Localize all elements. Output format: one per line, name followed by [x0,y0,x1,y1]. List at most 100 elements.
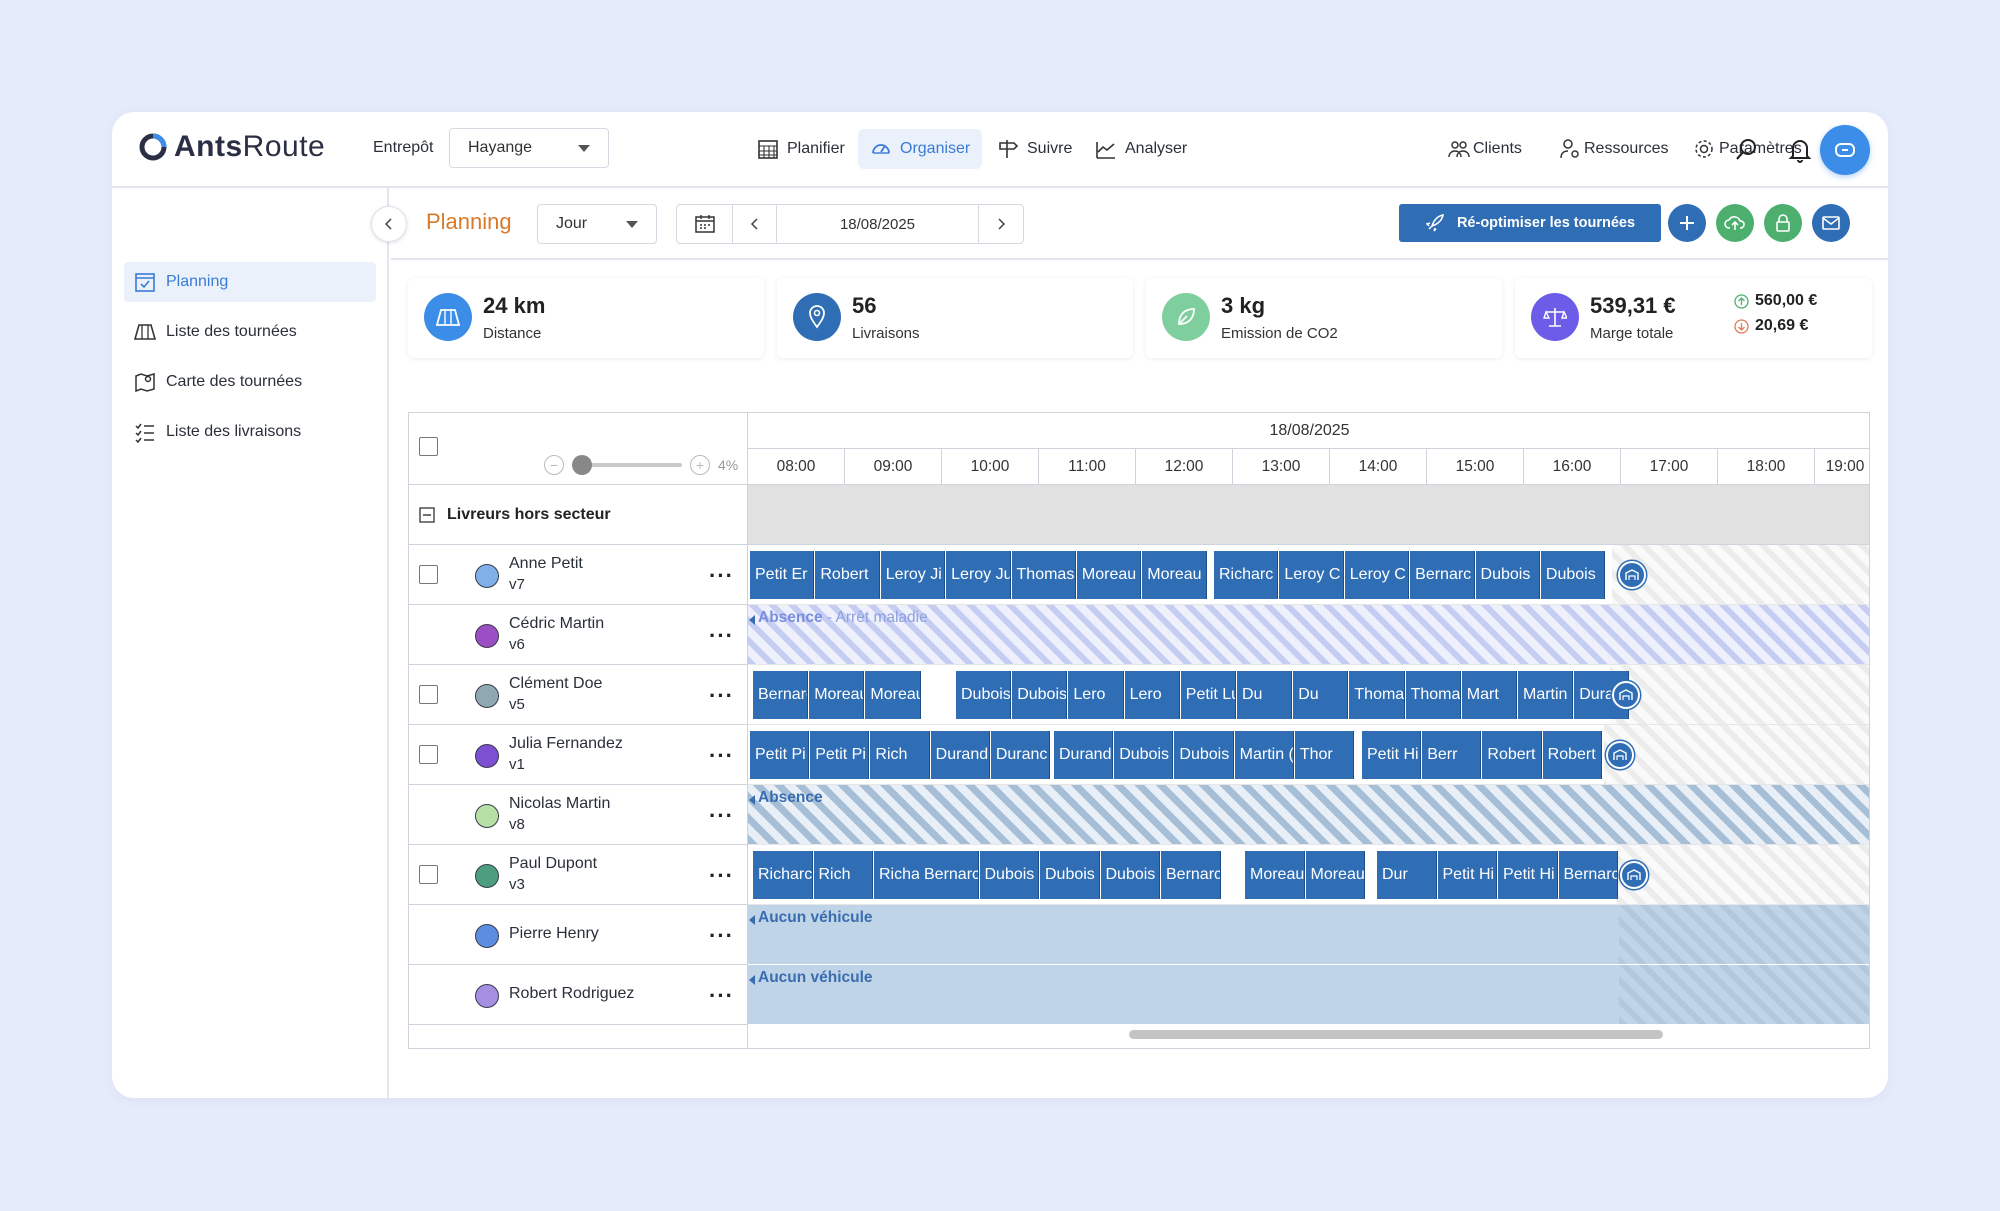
nav-organiser[interactable]: Organiser [858,129,983,169]
delivery-stop[interactable]: Durand [1054,731,1114,779]
driver-row[interactable]: Cédric Martin v6 ··· [409,605,748,665]
reoptimize-button[interactable]: Ré-optimiser les tournées [1399,204,1661,242]
more-options-button[interactable]: ··· [709,983,734,1008]
more-options-button[interactable]: ··· [709,563,734,588]
delivery-stop[interactable]: Petit Lu [1180,671,1236,719]
delivery-stop[interactable]: Leroy Ju [946,551,1011,599]
depot-return-icon[interactable] [1606,741,1634,769]
delivery-stop[interactable]: Bernarc [1410,551,1475,599]
driver-row[interactable]: Paul Dupont v3 ··· [409,845,748,905]
delivery-stop[interactable]: Richarc [1214,551,1279,599]
delivery-stop[interactable]: Dur [1377,851,1437,899]
collapse-group-icon[interactable] [419,506,435,523]
delivery-stop[interactable]: Robert [815,551,880,599]
nav-parametres[interactable]: Paramètres [1681,129,1814,169]
delivery-stop[interactable]: Dubois [956,671,1012,719]
view-select[interactable]: Jour [537,204,657,244]
add-button[interactable] [1668,204,1706,242]
nav-suivre[interactable]: Suivre [985,129,1084,169]
delivery-stop[interactable]: Moreau [865,671,921,719]
collapse-sidebar-button[interactable] [371,206,407,242]
zoom-slider-handle[interactable] [572,455,592,475]
search-icon[interactable] [1733,136,1761,164]
zoom-slider[interactable] [572,455,682,475]
delivery-stop[interactable]: Dubois [1174,731,1234,779]
nav-analyser[interactable]: Analyser [1083,129,1199,169]
delivery-stop[interactable]: Duranc [990,731,1051,779]
delivery-stop[interactable]: Dubois [1475,551,1540,599]
delivery-stop[interactable]: Du [1293,671,1349,719]
sidebar-item-liste-livraisons[interactable]: Liste des livraisons [124,412,376,452]
delivery-stop[interactable]: Martin ( [1234,731,1294,779]
delivery-stop[interactable]: Petit Hi [1362,731,1422,779]
driver-checkbox[interactable] [419,685,438,704]
delivery-stop[interactable]: Leroy Ji [880,551,946,599]
delivery-stop[interactable]: Bernarc [919,851,979,899]
nav-planifier[interactable]: Planifier [745,129,857,169]
depot-return-icon[interactable] [1618,561,1646,589]
select-all-checkbox[interactable] [419,437,438,456]
driver-row[interactable]: Anne Petit v7 ··· [409,545,748,605]
delivery-stop[interactable]: Bernarc [753,671,809,719]
calendar-button[interactable] [677,205,733,243]
delivery-stop[interactable]: Bernarc [1161,851,1221,899]
date-value[interactable]: 18/08/2025 [777,205,979,243]
delivery-stop[interactable]: Thomas [1349,671,1405,719]
delivery-stop[interactable]: Petit Pi [750,731,810,779]
more-options-button[interactable]: ··· [709,863,734,888]
group-row[interactable]: Livreurs hors secteur [409,485,748,545]
delivery-stop[interactable]: Rich [870,731,930,779]
warehouse-select[interactable]: Hayange [449,128,609,168]
delivery-stop[interactable]: Bernarc [1558,851,1618,899]
delivery-stop[interactable]: Moreau [1245,851,1305,899]
more-options-button[interactable]: ··· [709,923,734,948]
upload-button[interactable] [1716,204,1754,242]
delivery-stop[interactable]: Mart [1461,671,1517,719]
delivery-stop[interactable]: Martin J [1518,671,1574,719]
delivery-stop[interactable]: Leroy C [1279,551,1344,599]
delivery-stop[interactable]: Moreau [809,671,865,719]
email-button[interactable] [1812,204,1850,242]
lock-button[interactable] [1764,204,1802,242]
driver-checkbox[interactable] [419,565,438,584]
delivery-stop[interactable]: Dubois [979,851,1039,899]
driver-checkbox[interactable] [419,865,438,884]
delivery-stop[interactable]: Rich [813,851,873,899]
logo[interactable]: AntsRoute [138,130,325,164]
user-avatar[interactable] [1820,125,1870,175]
delivery-stop[interactable]: Robert [1542,731,1602,779]
delivery-stop[interactable]: Moreau [1305,851,1365,899]
sidebar-item-liste-tournees[interactable]: Liste des tournées [124,312,376,352]
more-options-button[interactable]: ··· [709,683,734,708]
delivery-stop[interactable]: Du [1237,671,1293,719]
nav-ressources[interactable]: Ressources [1547,129,1680,169]
delivery-stop[interactable]: Richarc [753,851,813,899]
driver-row[interactable]: Julia Fernandez v1 ··· [409,725,748,785]
delivery-stop[interactable]: Durand [930,731,990,779]
driver-row[interactable]: Robert Rodriguez ··· [409,965,748,1025]
delivery-stop[interactable]: Berr [1422,731,1482,779]
zoom-out-button[interactable]: − [544,455,564,475]
bell-icon[interactable] [1786,136,1814,164]
delivery-stop[interactable]: Petit Hi [1437,851,1497,899]
delivery-stop[interactable]: Petit Er [750,551,815,599]
delivery-stop[interactable]: Dubois [1100,851,1160,899]
delivery-stop[interactable]: Leroy C [1344,551,1410,599]
sidebar-item-planning[interactable]: Planning [124,262,376,302]
zoom-in-button[interactable]: + [690,455,710,475]
delivery-stop[interactable]: Moreau [1076,551,1142,599]
delivery-stop[interactable]: Dubois [1040,851,1100,899]
delivery-stop[interactable]: Dubois [1114,731,1174,779]
delivery-stop[interactable]: Lero [1124,671,1180,719]
delivery-stop[interactable]: Petit Hi [1498,851,1558,899]
prev-date-button[interactable] [733,205,777,243]
driver-checkbox[interactable] [419,745,438,764]
delivery-stop[interactable]: Thomas [1405,671,1461,719]
delivery-stop[interactable]: Dubois [1540,551,1606,599]
horizontal-scrollbar[interactable] [1129,1030,1663,1039]
depot-return-icon[interactable] [1612,681,1640,709]
delivery-stop[interactable]: Robert [1482,731,1542,779]
depot-return-icon[interactable] [1620,861,1648,889]
next-date-button[interactable] [979,205,1023,243]
more-options-button[interactable]: ··· [709,623,734,648]
